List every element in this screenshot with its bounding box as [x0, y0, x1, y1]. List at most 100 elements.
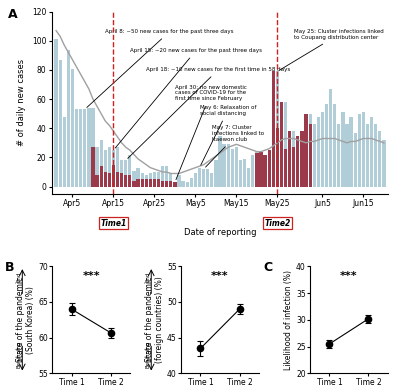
Bar: [173, 182, 176, 187]
Text: End: End: [146, 272, 151, 282]
Bar: [165, 181, 168, 187]
Bar: [194, 173, 197, 187]
Text: May 7: Cluster
infections linked to
Itaewon club: May 7: Cluster infections linked to Itae…: [206, 125, 264, 167]
Bar: [145, 175, 148, 187]
Bar: [259, 152, 263, 187]
Bar: [58, 60, 62, 187]
Bar: [313, 124, 316, 187]
Text: April 18: ~10 new cases for the first time in 58 days: April 18: ~10 new cases for the first ti…: [128, 67, 290, 158]
Bar: [100, 140, 103, 187]
Bar: [104, 150, 107, 187]
Bar: [198, 168, 201, 187]
Bar: [276, 72, 279, 187]
Bar: [173, 182, 176, 187]
Bar: [264, 154, 267, 187]
Bar: [140, 179, 144, 187]
Bar: [280, 102, 283, 187]
Bar: [354, 133, 357, 187]
Text: End: End: [17, 272, 22, 282]
Bar: [259, 153, 263, 187]
Bar: [255, 153, 258, 187]
Text: ***: ***: [82, 271, 100, 281]
Bar: [169, 181, 172, 187]
Bar: [255, 152, 258, 187]
Bar: [112, 150, 115, 187]
Bar: [247, 168, 250, 187]
Bar: [63, 117, 66, 187]
Bar: [308, 124, 312, 187]
Bar: [157, 179, 160, 187]
Bar: [161, 166, 164, 187]
Bar: [186, 182, 189, 187]
Text: April 15: ~20 new cases for the past three days: April 15: ~20 new cases for the past thr…: [115, 48, 262, 148]
Text: B: B: [5, 261, 15, 274]
Bar: [149, 173, 152, 187]
Bar: [276, 128, 279, 187]
Bar: [108, 173, 111, 187]
Y-axis label: State of the pandemic
(foreign countries) (%): State of the pandemic (foreign countries…: [145, 277, 164, 363]
Bar: [288, 131, 291, 187]
Bar: [292, 147, 295, 187]
Bar: [370, 117, 373, 187]
Bar: [268, 150, 271, 187]
Bar: [132, 181, 136, 187]
Bar: [329, 89, 332, 187]
Bar: [214, 160, 218, 187]
X-axis label: Date of reporting: Date of reporting: [184, 228, 256, 237]
Text: Beginning: Beginning: [146, 341, 151, 368]
Bar: [128, 154, 132, 187]
Bar: [304, 114, 308, 187]
Bar: [91, 147, 95, 187]
Text: April 30: no new domestic
cases of COVID-19 for the
first time since February: April 30: no new domestic cases of COVID…: [175, 84, 247, 180]
Bar: [296, 147, 300, 187]
Bar: [145, 179, 148, 187]
Bar: [366, 124, 369, 187]
Bar: [341, 112, 344, 187]
Bar: [284, 149, 287, 187]
Bar: [177, 175, 181, 187]
Bar: [337, 124, 340, 187]
Bar: [308, 114, 312, 187]
Bar: [202, 169, 205, 187]
Bar: [54, 39, 58, 187]
Bar: [120, 160, 123, 187]
Bar: [190, 178, 193, 187]
Text: ***: ***: [340, 271, 358, 281]
Bar: [124, 175, 127, 187]
Text: A: A: [8, 8, 18, 21]
Bar: [116, 147, 119, 187]
Bar: [140, 173, 144, 187]
Bar: [321, 112, 324, 187]
Bar: [235, 147, 238, 187]
Bar: [300, 136, 304, 187]
Bar: [116, 172, 119, 187]
Bar: [83, 109, 86, 187]
Bar: [124, 160, 127, 187]
Bar: [317, 117, 320, 187]
Text: Beginning: Beginning: [17, 341, 22, 368]
Bar: [108, 147, 111, 187]
Text: C: C: [263, 261, 272, 274]
Bar: [169, 173, 172, 187]
Bar: [79, 109, 82, 187]
Bar: [345, 124, 349, 187]
Bar: [206, 169, 209, 187]
Bar: [67, 49, 70, 187]
Bar: [128, 175, 132, 187]
Bar: [264, 154, 267, 187]
Text: Time1: Time1: [100, 219, 126, 228]
Bar: [300, 131, 304, 187]
Bar: [157, 172, 160, 187]
Bar: [280, 128, 283, 187]
Bar: [374, 124, 377, 187]
Bar: [91, 108, 95, 187]
Bar: [87, 108, 90, 187]
Bar: [153, 172, 156, 187]
Bar: [378, 131, 382, 187]
Bar: [382, 140, 386, 187]
Bar: [218, 136, 222, 187]
Bar: [350, 117, 353, 187]
Y-axis label: State of the pandemic
(South Korea) (%): State of the pandemic (South Korea) (%): [16, 277, 35, 363]
Text: Time2: Time2: [264, 219, 290, 228]
Bar: [120, 173, 123, 187]
